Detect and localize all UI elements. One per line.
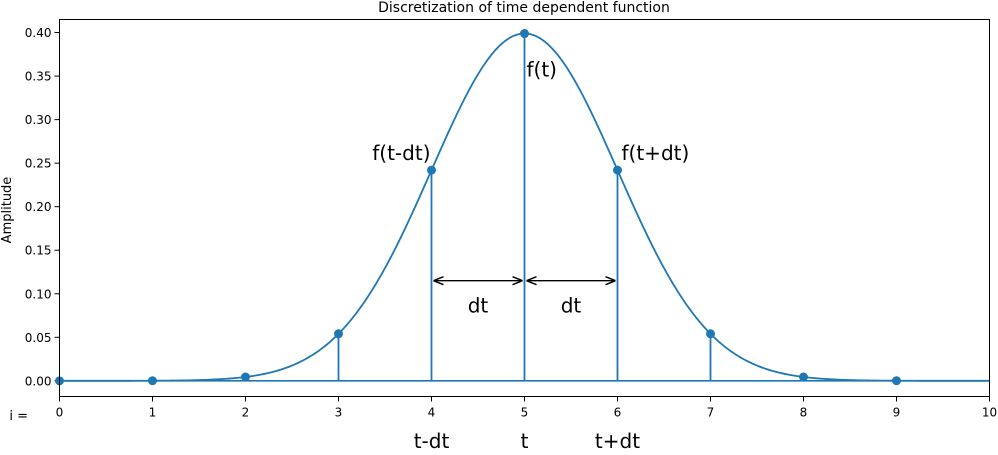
point-annotation: f(t-dt)	[372, 141, 430, 165]
data-point	[613, 165, 622, 175]
x-tick-label: 1	[149, 406, 157, 420]
index-label: i =	[9, 409, 28, 424]
x-tick-label: 8	[800, 406, 808, 420]
data-point	[520, 29, 529, 39]
x-tick-label: 4	[428, 406, 436, 420]
y-tick-label: 0.10	[25, 287, 52, 301]
data-point	[892, 376, 901, 386]
y-tick-label: 0.05	[25, 331, 52, 345]
data-point	[706, 329, 715, 339]
x-tick-label: 10	[982, 406, 997, 420]
x-tick-label: 0	[56, 406, 64, 420]
x-tick-label: 5	[521, 406, 529, 420]
y-tick-label: 0.35	[25, 70, 52, 84]
x-tick-label: 2	[242, 406, 250, 420]
plot-area: 0.00 0.05 0.10 0.15 0.20 0.25 0.30 0.35 0.40 0 1 2 3…	[25, 26, 997, 453]
y-tick-label: 0.15	[25, 244, 52, 258]
time-label: t-dt	[414, 429, 450, 451]
arrow-head-right	[605, 276, 616, 286]
data-point	[799, 372, 808, 382]
data-point	[334, 329, 343, 339]
time-label: t+dt	[595, 429, 640, 451]
point-annotation: f(t)	[527, 58, 558, 82]
y-axis-label: Amplitude	[0, 177, 15, 244]
data-point	[241, 372, 250, 382]
chart-title: Discretization of time dependent functio…	[378, 0, 670, 16]
x-tick-label: 3	[335, 406, 343, 420]
x-tick-label: 6	[614, 406, 622, 420]
data-point	[427, 165, 436, 175]
x-tick-label: 7	[707, 406, 715, 420]
time-label: t	[521, 429, 529, 451]
y-tick-label: 0.25	[25, 157, 52, 171]
interval-label: dt	[561, 294, 582, 318]
arrow-head-left	[433, 276, 444, 286]
y-tick-label: 0.40	[25, 26, 52, 40]
y-tick-label: 0.20	[25, 200, 52, 214]
point-annotation: f(t+dt)	[622, 141, 690, 165]
arrow-head-right	[512, 276, 523, 286]
data-point	[148, 376, 157, 386]
interval-label: dt	[468, 294, 489, 318]
x-tick-label: 9	[893, 406, 901, 420]
plot-frame	[59, 19, 990, 397]
y-tick-label: 0.30	[25, 113, 52, 127]
y-tick-label: 0.00	[25, 374, 52, 388]
arrow-head-left	[526, 276, 537, 286]
